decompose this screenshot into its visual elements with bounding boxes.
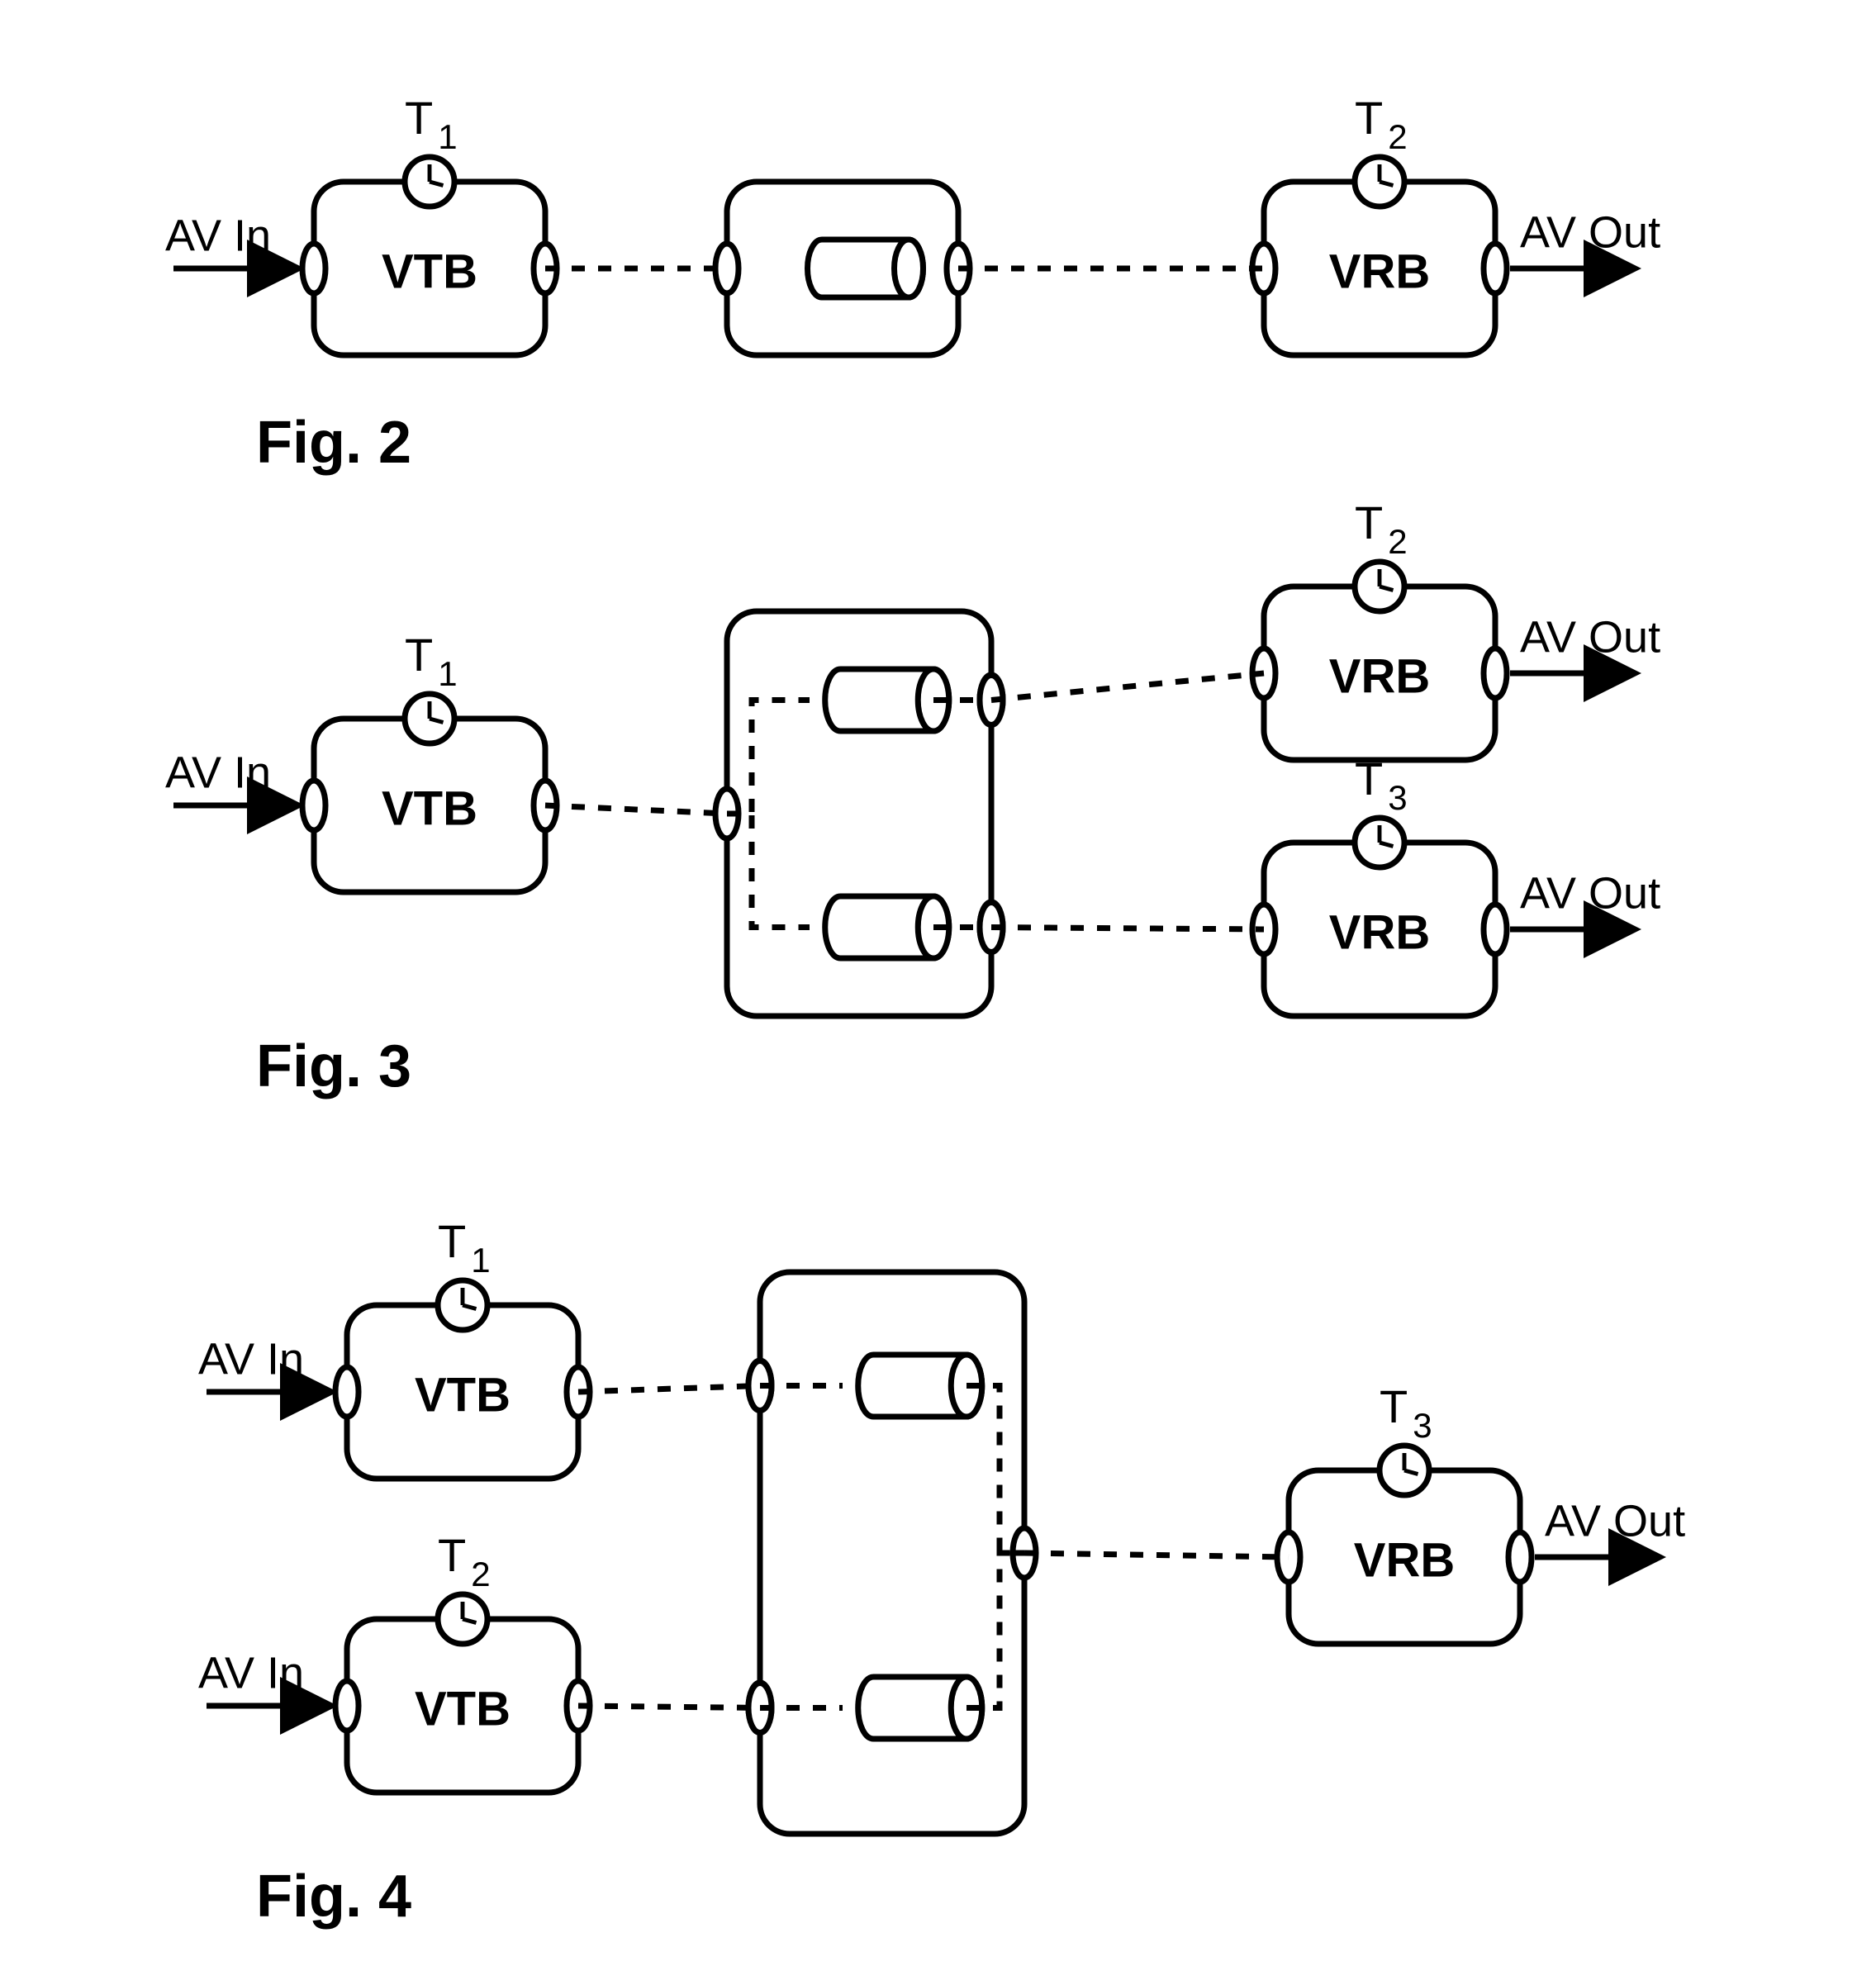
link: [545, 805, 727, 814]
node-label: VRB: [1329, 905, 1430, 959]
link: [578, 1386, 760, 1393]
link: [991, 673, 1264, 700]
figure-caption: Fig. 3: [256, 1033, 411, 1099]
link: [1024, 1553, 1289, 1557]
clock-label: T1: [405, 92, 458, 156]
io-label: AV In: [165, 748, 271, 797]
io-label: AV Out: [1520, 868, 1660, 918]
clock-label: T1: [405, 629, 458, 693]
clock-label: T2: [438, 1529, 491, 1593]
node-label: VTB: [415, 1368, 511, 1422]
node-label: VRB: [1329, 245, 1430, 298]
io-label: AV In: [198, 1334, 304, 1384]
link: [578, 1706, 760, 1708]
node-label: VRB: [1354, 1533, 1455, 1587]
clock-label: T2: [1355, 496, 1408, 561]
node-label: VTB: [382, 245, 477, 298]
node-label: VTB: [415, 1682, 511, 1736]
link: [991, 928, 1264, 930]
io-label: AV In: [165, 211, 271, 260]
node-label: VRB: [1329, 649, 1430, 703]
io-label: AV Out: [1545, 1496, 1685, 1546]
io-label: AV Out: [1520, 207, 1660, 257]
clock-label: T3: [1380, 1380, 1432, 1445]
clock-label: T1: [438, 1215, 491, 1280]
io-label: AV Out: [1520, 612, 1660, 662]
figure-caption: Fig. 2: [256, 410, 411, 476]
io-label: AV In: [198, 1648, 304, 1698]
clock-label: T2: [1355, 92, 1408, 156]
node-label: VTB: [382, 781, 477, 835]
figure-caption: Fig. 4: [256, 1864, 411, 1930]
